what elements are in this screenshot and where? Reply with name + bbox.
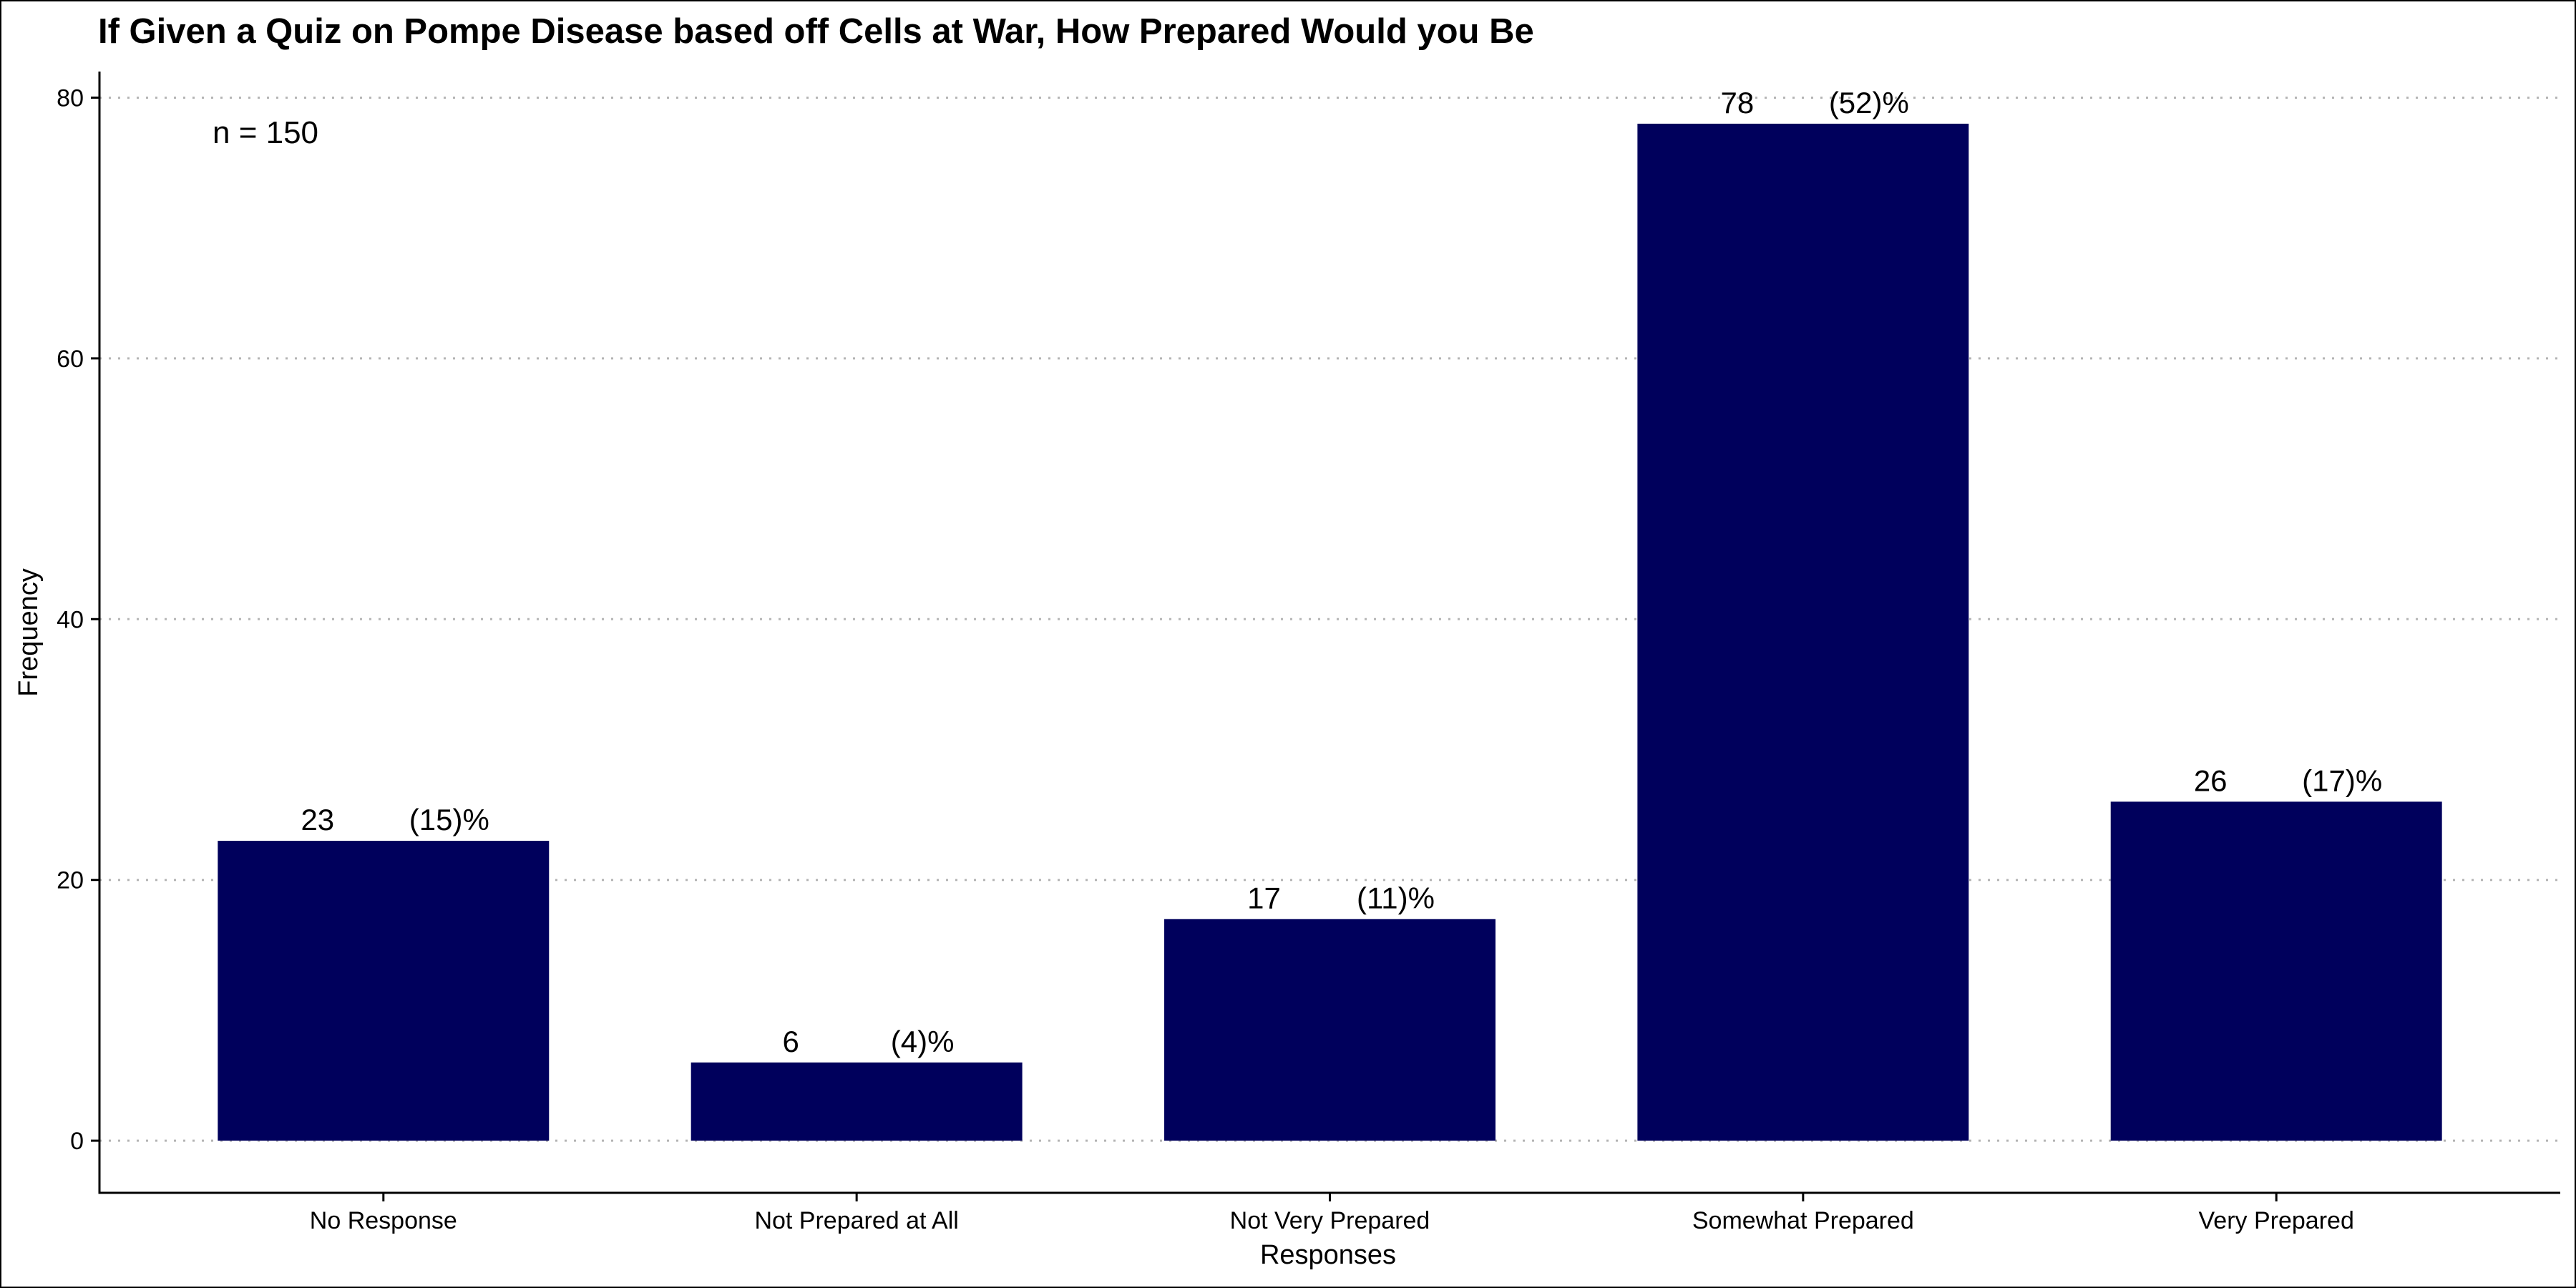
y-tick-label: 40: [57, 606, 84, 633]
bar-value-label: 17: [1247, 881, 1281, 914]
chart-title: If Given a Quiz on Pompe Disease based o…: [98, 12, 1534, 51]
x-tick-label: Very Prepared: [2199, 1207, 2354, 1234]
bar-value-label: 6: [782, 1025, 799, 1058]
y-axis-title: Frequency: [14, 568, 44, 697]
bar-somewhat-prepared: [1637, 124, 1968, 1141]
sample-size-annotation: n = 150: [213, 115, 318, 150]
bar-very-prepared: [2111, 801, 2442, 1141]
bar-value-label: 23: [301, 803, 334, 836]
bar-percent-label: (52)%: [1829, 86, 1909, 119]
x-tick-label: Not Prepared at All: [754, 1207, 958, 1234]
bar-percent-label: (4)%: [891, 1025, 955, 1058]
bar-not-very-prepared: [1164, 919, 1496, 1141]
bar-value-label: 26: [2194, 763, 2228, 797]
bars: [218, 124, 2441, 1141]
x-tick-label: Not Very Prepared: [1230, 1207, 1430, 1234]
bar-percent-label: (11)%: [1357, 881, 1435, 914]
bar-percent-label: (15)%: [409, 803, 489, 836]
y-tick-label: 0: [70, 1128, 84, 1155]
bar-no-response: [218, 841, 549, 1141]
bar-value-label: 78: [1720, 86, 1754, 119]
y-tick-label: 20: [57, 867, 84, 894]
y-tick-label: 80: [57, 84, 84, 112]
y-tick-label: 60: [57, 346, 84, 373]
bar-labels: 23 (15)% 6 (4)% 17 (11)% 78 (52)% 26 (17)%: [301, 86, 2382, 1058]
x-axis-title: Responses: [1260, 1240, 1396, 1270]
x-tick-label: No Response: [310, 1207, 457, 1234]
bar-percent-label: (17)%: [2302, 763, 2382, 797]
x-tick-label: Somewhat Prepared: [1692, 1207, 1914, 1234]
bar-not-prepared-at-all: [691, 1063, 1023, 1141]
